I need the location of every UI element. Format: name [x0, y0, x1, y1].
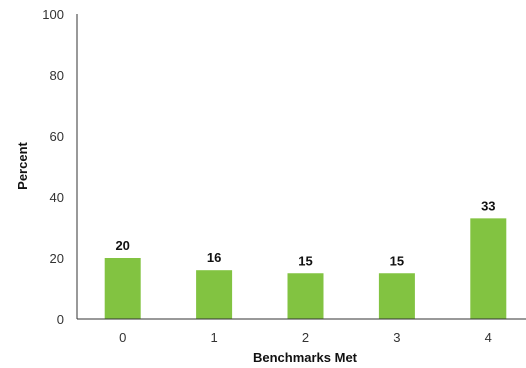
bar: [104, 258, 141, 319]
data-labels: 20 16 15 15 33: [115, 198, 495, 268]
x-axis-title: Benchmarks Met: [253, 350, 358, 365]
y-tick-label: 80: [50, 68, 64, 83]
y-axis-title: Percent: [15, 141, 30, 189]
x-tick-label: 2: [302, 330, 309, 345]
data-label: 20: [115, 238, 129, 253]
y-tick-label: 60: [50, 129, 64, 144]
data-label: 15: [390, 253, 404, 268]
bars: [104, 218, 507, 319]
data-label: 16: [207, 250, 221, 265]
x-tick-label: 1: [210, 330, 217, 345]
bar: [470, 218, 507, 319]
bar: [287, 273, 324, 319]
x-tick-label: 4: [485, 330, 492, 345]
y-tick-label: 100: [42, 7, 64, 22]
y-tick-label: 40: [50, 190, 64, 205]
x-tick-label: 3: [393, 330, 400, 345]
x-axis-ticks: 0 1 2 3 4: [119, 330, 492, 345]
y-tick-label: 0: [57, 312, 64, 327]
y-tick-label: 20: [50, 251, 64, 266]
y-axis-ticks: 0 20 40 60 80 100: [42, 7, 64, 327]
bar: [378, 273, 415, 319]
x-tick-label: 0: [119, 330, 126, 345]
data-label: 15: [298, 253, 312, 268]
bar: [196, 270, 233, 319]
data-label: 33: [481, 198, 495, 213]
